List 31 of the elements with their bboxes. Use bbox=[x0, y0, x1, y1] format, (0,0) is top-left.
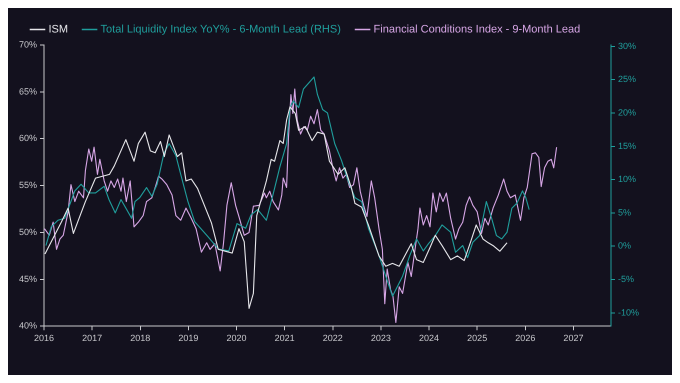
x-tick-label: 2021 bbox=[274, 333, 295, 344]
y2-tick-label: 30% bbox=[618, 40, 636, 51]
x-tick-label: 2022 bbox=[322, 333, 343, 344]
legend-label: Financial Conditions Index - 9-Month Lead bbox=[374, 24, 580, 36]
x-tick-label: 2016 bbox=[34, 333, 54, 344]
y2-tick-label: 0% bbox=[618, 240, 632, 251]
y2-tick-label: 20% bbox=[618, 107, 636, 118]
y2-tick-label: 15% bbox=[618, 140, 636, 151]
x-tick-label: 2019 bbox=[178, 333, 198, 344]
y2-tick-label: 10% bbox=[618, 174, 636, 184]
y-tick-label: 65% bbox=[19, 86, 38, 96]
x-tick-label: 2020 bbox=[226, 333, 247, 344]
y-tick-label: 40% bbox=[19, 320, 38, 331]
x-tick-label: 2025 bbox=[467, 333, 488, 344]
y2-tick-label: 5% bbox=[618, 207, 632, 218]
x-tick-label: 2026 bbox=[515, 333, 536, 344]
y2-tick-label: 25% bbox=[618, 74, 636, 84]
y2-tick-label: -5% bbox=[618, 274, 634, 284]
y-tick-label: 45% bbox=[19, 274, 38, 284]
y-tick-label: 50% bbox=[19, 226, 38, 237]
legend-label: Total Liquidity Index YoY% - 6-Month Lead (RHS) bbox=[100, 24, 341, 36]
y2-tick-label: -10% bbox=[618, 307, 640, 318]
y-tick-label: 55% bbox=[19, 180, 38, 190]
y-tick-label: 60% bbox=[19, 133, 38, 144]
x-tick-label: 2027 bbox=[563, 333, 584, 344]
legend-label: ISM bbox=[48, 24, 68, 36]
x-tick-label: 2024 bbox=[419, 333, 440, 344]
x-tick-label: 2017 bbox=[82, 333, 102, 344]
x-tick-label: 2023 bbox=[370, 333, 391, 344]
y-tick-label: 70% bbox=[19, 39, 38, 50]
x-tick-label: 2018 bbox=[130, 333, 150, 344]
